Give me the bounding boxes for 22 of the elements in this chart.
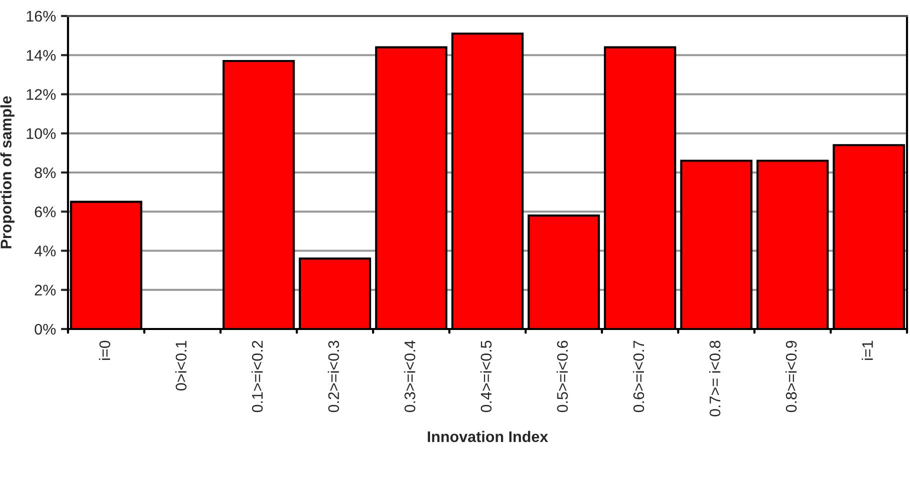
x-tick-label: 0.5>=i<0.6 [556,340,568,412]
x-tick-label: 0.8>=i<0.9 [785,340,797,412]
x-tick-label: 0.4>=i<0.5 [480,340,492,412]
y-tick-label: 6% [34,206,56,218]
x-tick-label: 0.2>=i<0.3 [328,340,340,412]
x-tick-label: i=0 [99,340,110,360]
x-tick-label: 0.6>=i<0.7 [632,340,644,412]
x-tick-label: 0>i<0.1 [175,340,187,390]
y-tick-label: 16% [26,10,56,22]
x-tick-label: 0.1>=i<0.2 [252,340,263,412]
x-axis-title: Innovation Index [428,430,548,442]
y-tick-label: 4% [34,246,56,256]
x-tick-label: 0.7>= i<0.8 [709,340,720,416]
x-tick-label: i=1 [862,340,873,360]
y-tick-label: 12% [26,89,56,100]
y-tick-label: 0% [34,324,56,335]
y-axis-title: Proportion of sample [0,96,15,248]
x-tick-label: 0.3>=i<0.4 [404,340,416,412]
y-tick-label: 14% [26,50,56,61]
y-tick-label: 10% [26,128,56,140]
y-tick-label: 8% [34,167,56,178]
y-tick-label: 2% [34,284,56,296]
